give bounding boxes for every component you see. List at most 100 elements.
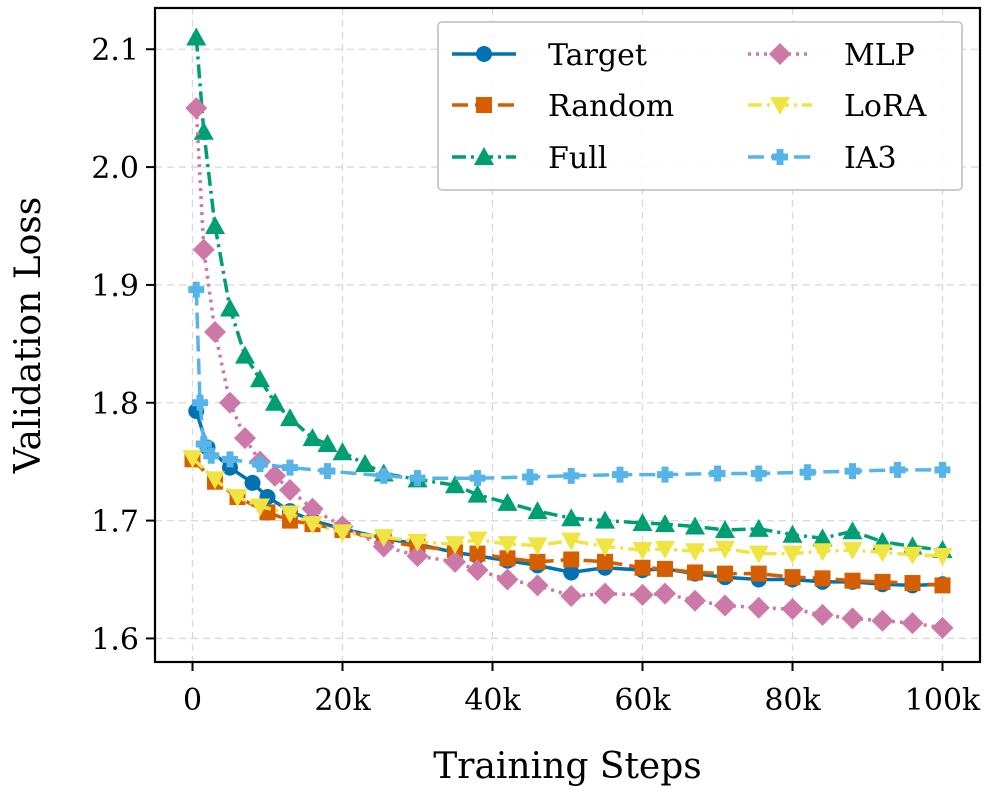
data-point-full <box>355 454 375 473</box>
data-point-full <box>715 520 735 539</box>
y-tick-label: 1.7 <box>91 505 139 540</box>
data-point-mlp <box>279 478 301 501</box>
data-point-ia3 <box>889 461 906 478</box>
data-point-target <box>563 564 580 581</box>
data-point-random <box>469 545 486 562</box>
data-point-ia3 <box>844 463 861 480</box>
data-point-random <box>750 565 767 582</box>
data-point-ia3 <box>222 451 238 468</box>
data-point-mlp <box>781 597 804 620</box>
data-point-ia3 <box>750 465 767 482</box>
data-point-ia3 <box>188 281 205 298</box>
data-point-mlp <box>841 607 864 630</box>
data-point-mlp <box>192 238 215 261</box>
data-point-full <box>332 442 353 461</box>
data-point-mlp <box>811 603 834 626</box>
data-point-full <box>265 392 285 411</box>
data-point-ia3 <box>319 463 336 480</box>
data-point-random <box>499 550 516 567</box>
data-point-random <box>717 565 733 582</box>
legend-label: Random <box>548 89 674 124</box>
data-point-lora <box>373 529 394 548</box>
data-point-full <box>193 121 214 140</box>
data-point-random <box>874 573 891 590</box>
data-point-full <box>235 345 255 364</box>
data-point-mlp <box>871 609 894 632</box>
data-point-lora <box>407 533 428 552</box>
data-point-full <box>748 518 769 537</box>
y-axis-label: Validation Loss <box>8 197 49 475</box>
data-point-random <box>657 560 673 577</box>
series-mlp <box>185 97 954 639</box>
data-point-mlp <box>526 574 549 597</box>
data-point-random <box>904 575 921 592</box>
legend-item-full: Full <box>452 141 607 176</box>
data-point-mlp <box>594 582 616 605</box>
data-point-full <box>280 408 300 427</box>
data-point-mlp <box>301 497 324 520</box>
legend-marker <box>770 97 790 115</box>
data-point-ia3 <box>799 464 816 481</box>
legend-label: Target <box>548 38 647 73</box>
data-point-mlp <box>496 568 519 591</box>
data-point-mlp <box>444 550 466 573</box>
data-point-full <box>467 484 488 503</box>
data-point-ia3 <box>192 394 208 411</box>
data-point-ia3 <box>203 447 220 464</box>
data-point-ia3 <box>612 466 628 483</box>
data-point-mlp <box>684 589 706 612</box>
data-point-random <box>934 577 951 594</box>
legend-marker <box>769 43 791 65</box>
data-point-random <box>563 551 580 568</box>
data-point-random <box>529 553 546 570</box>
data-point-mlp <box>631 583 654 606</box>
legend: Target Random Full MLP LoRA IA3 <box>437 21 963 191</box>
data-point-mlp <box>901 612 924 635</box>
legend-box <box>437 21 963 191</box>
legend-label: IA3 <box>844 141 897 176</box>
data-point-mlp <box>264 464 286 487</box>
data-point-lora <box>332 524 353 543</box>
data-point-ia3 <box>252 456 268 473</box>
data-point-random <box>597 553 613 570</box>
data-point-mlp <box>406 544 429 567</box>
data-point-full <box>186 27 207 46</box>
data-point-lora <box>632 542 653 561</box>
data-point-full <box>782 524 803 543</box>
data-point-full <box>685 516 705 535</box>
data-point-lora <box>445 536 465 555</box>
data-point-random <box>634 559 651 576</box>
data-point-lora <box>685 543 705 562</box>
data-point-lora <box>595 538 615 557</box>
data-point-mlp <box>234 427 256 450</box>
data-point-ia3 <box>409 470 426 487</box>
data-point-lora <box>527 537 548 556</box>
data-point-full <box>527 501 548 520</box>
y-tick-label: 2.0 <box>91 151 139 186</box>
legend-item-target: Target <box>452 38 647 73</box>
data-point-lora <box>250 498 270 517</box>
legend-item-mlp: MLP <box>748 38 915 73</box>
data-point-random <box>784 569 801 586</box>
x-axis-label: Training Steps <box>433 746 702 787</box>
data-point-ia3 <box>657 466 673 483</box>
data-point-ia3 <box>282 459 298 476</box>
legend-item-lora: LoRA <box>748 89 927 124</box>
data-point-random <box>844 572 861 589</box>
data-point-ia3 <box>709 465 726 482</box>
data-point-full <box>812 528 833 547</box>
y-tick-label: 1.8 <box>91 387 139 422</box>
data-point-ia3 <box>563 467 580 484</box>
data-point-mlp <box>204 321 226 344</box>
series-layer <box>182 27 954 639</box>
series-full <box>186 27 953 559</box>
legend-item-random: Random <box>452 89 674 124</box>
data-point-mlp <box>219 391 241 414</box>
legend-marker <box>474 147 494 165</box>
data-point-full <box>655 514 675 533</box>
data-point-full <box>302 428 323 447</box>
series-ia3 <box>188 281 951 487</box>
data-point-ia3 <box>522 468 538 485</box>
data-point-ia3 <box>195 436 212 452</box>
